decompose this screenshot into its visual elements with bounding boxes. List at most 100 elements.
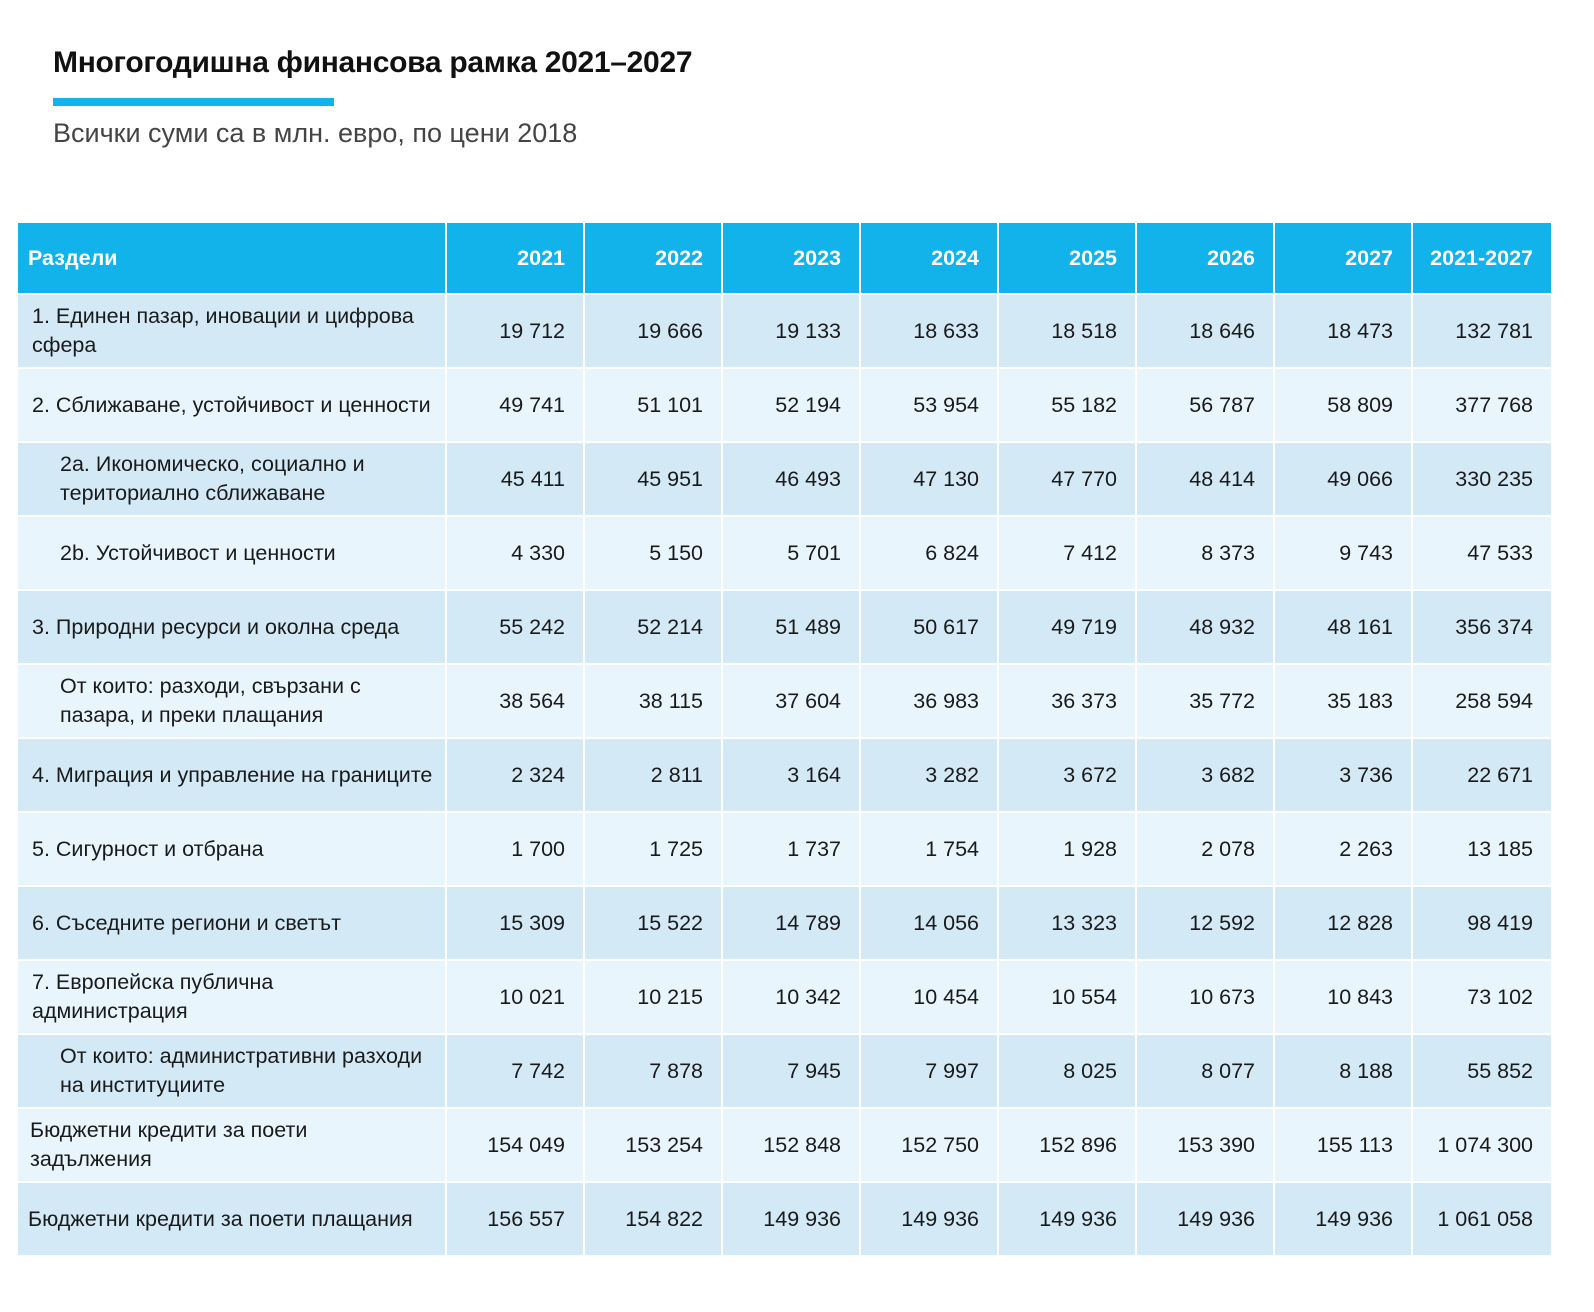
column-header-total: 2021-2027 [1413,223,1551,295]
value-cell: 18 633 [861,295,999,369]
mff-table: Раздели 2021 2022 2023 2024 2025 2026 20… [18,223,1551,1257]
value-cell: 19 712 [447,295,585,369]
value-cell: 13 323 [999,887,1137,961]
value-cell: 1 754 [861,813,999,887]
table-row: 3. Природни ресурси и околна среда 55 242… [18,591,1551,665]
value-cell: 154 822 [585,1183,723,1257]
value-cell: 7 945 [723,1035,861,1109]
table-row: 2a. Икономическо, социално и териториалн… [18,443,1551,517]
value-cell: 36 373 [999,665,1137,739]
value-cell: 8 077 [1137,1035,1275,1109]
row-label: 7. Европейска публична администрация [18,961,447,1035]
value-cell: 45 951 [585,443,723,517]
column-header-2026: 2026 [1137,223,1275,295]
title-underline [53,98,334,106]
row-label: Бюджетни кредити за поети плащания [18,1183,447,1257]
value-cell: 38 564 [447,665,585,739]
value-cell: 5 701 [723,517,861,591]
value-cell: 47 130 [861,443,999,517]
column-header-2024: 2024 [861,223,999,295]
value-cell: 156 557 [447,1183,585,1257]
row-label: 3. Природни ресурси и околна среда [18,591,447,665]
value-cell: 15 309 [447,887,585,961]
value-cell: 153 254 [585,1109,723,1183]
value-cell: 56 787 [1137,369,1275,443]
value-cell: 1 074 300 [1413,1109,1551,1183]
value-cell: 149 936 [1275,1183,1413,1257]
table-row: 6. Съседните региони и светът 15 309 15 52… [18,887,1551,961]
value-cell: 10 021 [447,961,585,1035]
table-row: 2. Сближаване, устойчивост и ценности 49 … [18,369,1551,443]
row-label: 2. Сближаване, устойчивост и ценности [18,369,447,443]
value-cell: 149 936 [1137,1183,1275,1257]
value-cell: 3 672 [999,739,1137,813]
row-label: 4. Миграция и управление на границите [18,739,447,813]
header-row: Раздели 2021 2022 2023 2024 2025 2026 20… [18,223,1551,295]
value-cell: 52 194 [723,369,861,443]
table-row: 2b. Устойчивост и ценности 4 330 5 150 5 70… [18,517,1551,591]
value-cell: 35 772 [1137,665,1275,739]
value-cell: 19 133 [723,295,861,369]
value-cell: 36 983 [861,665,999,739]
value-cell: 73 102 [1413,961,1551,1035]
value-cell: 8 188 [1275,1035,1413,1109]
value-cell: 51 489 [723,591,861,665]
row-label: От които: разходи, свързани с пазара, и … [18,665,447,739]
value-cell: 2 811 [585,739,723,813]
row-label: 1. Единен пазар, иновации и цифрова сфер… [18,295,447,369]
value-cell: 18 473 [1275,295,1413,369]
value-cell: 55 242 [447,591,585,665]
value-cell: 53 954 [861,369,999,443]
value-cell: 38 115 [585,665,723,739]
value-cell: 48 932 [1137,591,1275,665]
row-label: Бюджетни кредити за поети задължения [18,1109,447,1183]
value-cell: 2 078 [1137,813,1275,887]
value-cell: 1 700 [447,813,585,887]
value-cell: 35 183 [1275,665,1413,739]
table-row: 4. Миграция и управление на границите 2 3… [18,739,1551,813]
value-cell: 3 164 [723,739,861,813]
value-cell: 14 789 [723,887,861,961]
table-row: 7. Европейска публична администрация 10 0… [18,961,1551,1035]
value-cell: 3 736 [1275,739,1413,813]
row-label: 2a. Икономическо, социално и териториалн… [18,443,447,517]
value-cell: 46 493 [723,443,861,517]
value-cell: 48 161 [1275,591,1413,665]
value-cell: 153 390 [1137,1109,1275,1183]
table-row: От които: административни разходи на инс… [18,1035,1551,1109]
value-cell: 1 725 [585,813,723,887]
value-cell: 3 682 [1137,739,1275,813]
value-cell: 2 324 [447,739,585,813]
column-header-2023: 2023 [723,223,861,295]
value-cell: 18 646 [1137,295,1275,369]
column-header-2022: 2022 [585,223,723,295]
value-cell: 98 419 [1413,887,1551,961]
value-cell: 7 997 [861,1035,999,1109]
value-cell: 10 843 [1275,961,1413,1035]
value-cell: 132 781 [1413,295,1551,369]
value-cell: 12 592 [1137,887,1275,961]
value-cell: 152 750 [861,1109,999,1183]
value-cell: 149 936 [999,1183,1137,1257]
value-cell: 3 282 [861,739,999,813]
value-cell: 51 101 [585,369,723,443]
value-cell: 356 374 [1413,591,1551,665]
value-cell: 10 554 [999,961,1137,1035]
value-cell: 149 936 [723,1183,861,1257]
value-cell: 15 522 [585,887,723,961]
value-cell: 10 342 [723,961,861,1035]
value-cell: 8 025 [999,1035,1137,1109]
value-cell: 49 066 [1275,443,1413,517]
value-cell: 22 671 [1413,739,1551,813]
value-cell: 4 330 [447,517,585,591]
value-cell: 49 719 [999,591,1137,665]
value-cell: 2 263 [1275,813,1413,887]
value-cell: 47 533 [1413,517,1551,591]
value-cell: 47 770 [999,443,1137,517]
value-cell: 7 412 [999,517,1137,591]
column-header-sections: Раздели [18,223,447,295]
row-label: 2b. Устойчивост и ценности [18,517,447,591]
value-cell: 37 604 [723,665,861,739]
table-row: Бюджетни кредити за поети задължения 154 … [18,1109,1551,1183]
value-cell: 154 049 [447,1109,585,1183]
